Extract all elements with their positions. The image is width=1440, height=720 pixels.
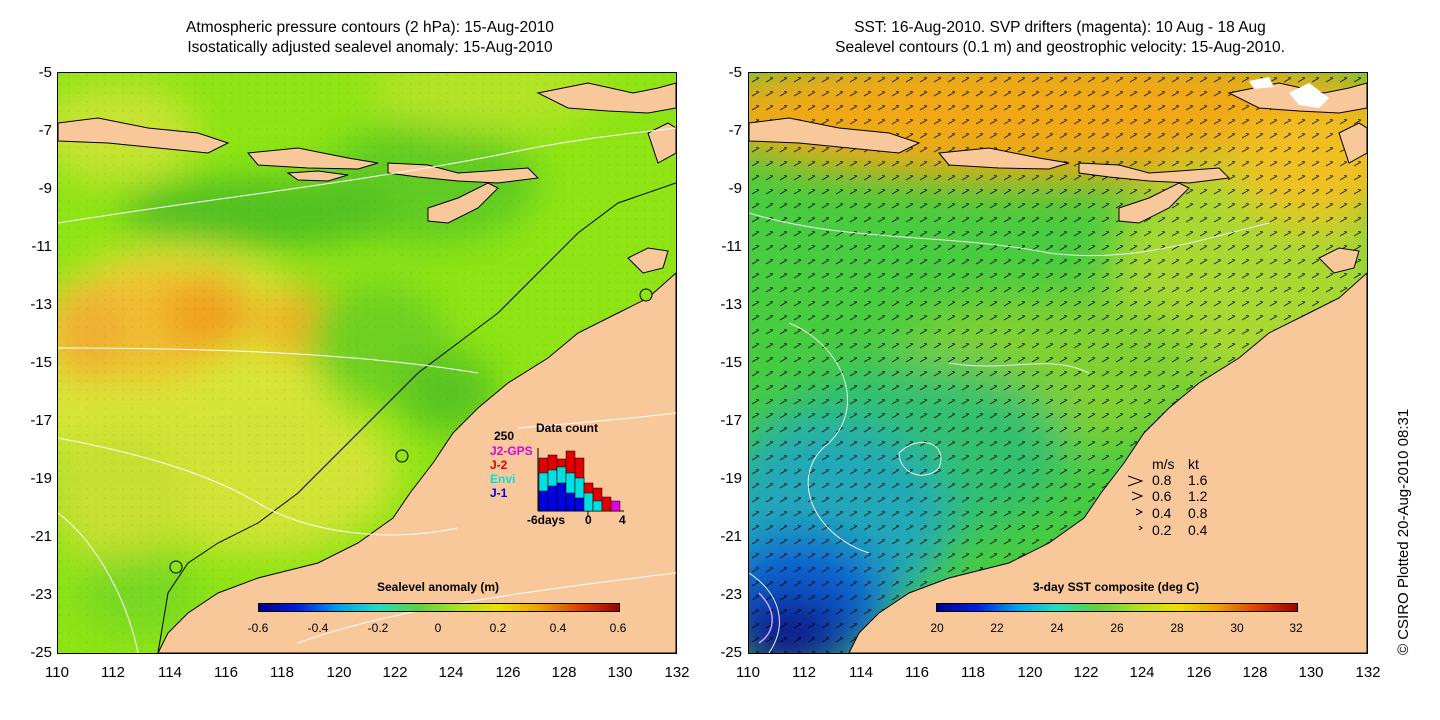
right-ytick: -11: [721, 238, 742, 255]
left-xtick: 112: [101, 664, 125, 681]
left-xtick: 132: [664, 664, 690, 681]
velocity-row-1-ms: 0.6: [1152, 488, 1172, 504]
right-title-line1: SST: 16-Aug-2010. SVP drifters (magenta)…: [854, 19, 1266, 36]
left-panel-title: Atmospheric pressure contours (2 hPa): 1…: [60, 18, 680, 58]
velocity-legend-header-ms: m/s: [1152, 456, 1175, 472]
data-count-x-end: 4: [619, 513, 626, 527]
sealevel-tick-1: -0.4: [307, 621, 329, 635]
right-xtick: 126: [1186, 664, 1212, 681]
velocity-row-0-ms: 0.8: [1152, 472, 1172, 488]
legend-j-1: J-1: [490, 486, 508, 500]
left-ytick: -21: [30, 528, 52, 545]
velocity-row-2-ms: 0.4: [1152, 505, 1172, 521]
right-xtick: 128: [1242, 664, 1268, 681]
sealevel-tick-0: -0.6: [247, 621, 269, 635]
left-ytick: -9: [38, 180, 52, 197]
left-xtick: 130: [607, 664, 633, 681]
velocity-row-0-kt: 1.6: [1188, 472, 1208, 488]
data-count-max-label: 250: [494, 429, 515, 443]
sealevel-colorbar-title: Sealevel anomaly (m): [376, 580, 500, 594]
left-ytick: -15: [30, 354, 52, 371]
right-xtick: 120: [1017, 664, 1043, 681]
sealevel-tick-5: 0.4: [549, 621, 567, 635]
left-xtick: 118: [270, 664, 294, 681]
right-ytick: -13: [720, 296, 742, 313]
legend-j-2: J-2: [490, 458, 508, 472]
sst-tick-4: 28: [1170, 621, 1184, 635]
left-ytick: -19: [30, 470, 52, 487]
sst-tick-5: 30: [1230, 621, 1244, 635]
velocity-row-1-kt: 1.2: [1188, 488, 1208, 504]
right-xtick: 122: [1073, 664, 1099, 681]
sealevel-tick-4: 0.2: [489, 621, 507, 635]
right-ytick: -15: [720, 354, 742, 371]
data-count-x-zero: 0: [585, 513, 592, 527]
velocity-legend-header-kt: kt: [1188, 456, 1199, 472]
copyright-text: © CSIRO Plotted 20-Aug-2010 08:31: [1395, 408, 1412, 655]
left-ytick: -5: [38, 64, 52, 81]
sealevel-map-graphic: [58, 73, 676, 653]
data-count-title: Data count: [536, 421, 599, 435]
sst-tick-0: 20: [930, 621, 944, 635]
left-ytick: -7: [38, 122, 52, 139]
left-ytick: -13: [30, 296, 52, 313]
data-count-x-start: -6days: [527, 513, 566, 527]
sst-colorbar: [936, 603, 1298, 612]
left-xtick: 122: [382, 664, 408, 681]
left-xtick: 126: [495, 664, 521, 681]
right-xtick: 124: [1129, 664, 1155, 681]
right-ytick: -5: [728, 64, 742, 81]
right-xtick: 116: [905, 664, 929, 681]
velocity-row-3-ms: 0.2: [1152, 522, 1172, 538]
left-xtick: 120: [326, 664, 352, 681]
left-title-line1: Atmospheric pressure contours (2 hPa): 1…: [186, 19, 554, 36]
left-xtick: 124: [438, 664, 464, 681]
left-ytick: -23: [30, 586, 52, 603]
sst-colorbar-title: 3-day SST composite (deg C): [1032, 580, 1200, 594]
left-xtick: 128: [551, 664, 577, 681]
data-count-histogram: [537, 448, 624, 516]
legend-j2-gps: J2-GPS: [490, 444, 533, 458]
right-xtick: 118: [961, 664, 985, 681]
left-ytick: -25: [30, 644, 52, 661]
right-title-line2: Sealevel contours (0.1 m) and geostrophi…: [835, 39, 1285, 56]
right-xtick: 112: [792, 664, 816, 681]
left-xtick: 114: [158, 664, 182, 681]
right-panel-title: SST: 16-Aug-2010. SVP drifters (magenta)…: [750, 18, 1370, 58]
right-ytick: -19: [720, 470, 742, 487]
left-xtick: 116: [214, 664, 238, 681]
sealevel-anomaly-map: [57, 72, 677, 654]
sst-map-graphic: [749, 73, 1367, 653]
legend-envi: Envi: [490, 472, 516, 486]
right-xtick: 130: [1298, 664, 1324, 681]
left-ytick: -17: [30, 412, 52, 429]
right-xtick: 114: [849, 664, 873, 681]
right-ytick: -17: [720, 412, 742, 429]
left-xtick: 110: [45, 664, 69, 681]
sst-tick-1: 22: [990, 621, 1004, 635]
right-ytick: -21: [720, 528, 742, 545]
right-ytick: -7: [728, 122, 742, 139]
velocity-row-3-kt: 0.4: [1188, 522, 1208, 538]
left-title-line2: Isostatically adjusted sealevel anomaly:…: [187, 39, 553, 56]
right-ytick: -23: [720, 586, 742, 603]
right-ytick: -25: [720, 644, 742, 661]
right-ytick: -9: [728, 180, 742, 197]
sst-tick-2: 24: [1050, 621, 1064, 635]
sst-map: [748, 72, 1368, 654]
right-xtick: 110: [736, 664, 760, 681]
sst-tick-3: 26: [1110, 621, 1124, 635]
right-xtick: 132: [1355, 664, 1381, 681]
sealevel-tick-6: 0.6: [609, 621, 627, 635]
sealevel-tick-2: -0.2: [367, 621, 389, 635]
sst-tick-6: 32: [1289, 621, 1303, 635]
sealevel-colorbar: [258, 603, 620, 612]
left-ytick: -11: [31, 238, 52, 255]
sealevel-tick-3: 0: [434, 621, 442, 635]
velocity-legend-arrows: [1127, 475, 1144, 531]
velocity-row-2-kt: 0.8: [1188, 505, 1208, 521]
